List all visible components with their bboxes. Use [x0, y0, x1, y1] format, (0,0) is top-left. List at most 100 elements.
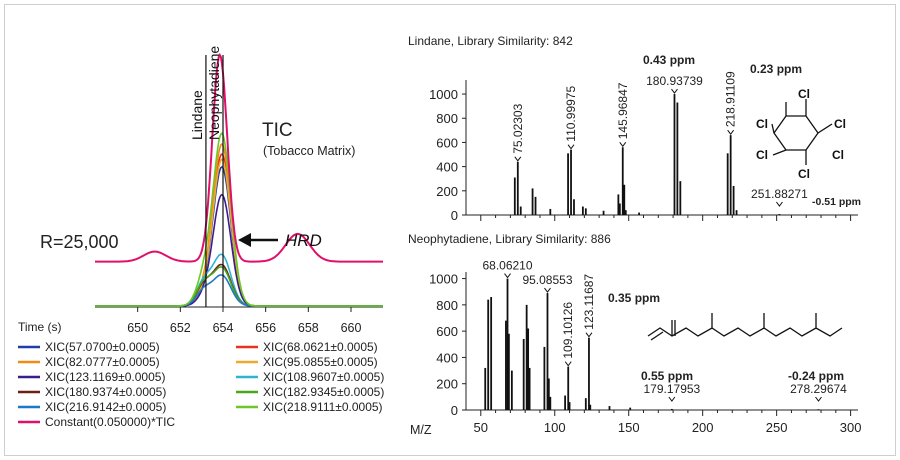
neo-ytick-label-600: 600 — [436, 324, 458, 339]
neophytadiene-ppm-278: -0.24 ppm — [788, 369, 844, 383]
neo-annot-caret-2 — [564, 361, 572, 367]
chromatogram-legend: XIC(57.0700±0.0005)XIC(82.0777±0.0005)XI… — [18, 340, 384, 429]
lindane-annot-caret-1 — [567, 144, 575, 150]
legend-label-4: XIC(123.1169±0.0005) — [45, 370, 165, 384]
neo-ytick-label-0: 0 — [451, 403, 458, 418]
lindane-ppm-251: -0.51 ppm — [812, 196, 861, 208]
bond-cl-5 — [771, 123, 775, 134]
lindane-structure — [771, 99, 833, 165]
neo-annot-label-2: 109.10126 — [561, 302, 575, 359]
neo-xtick-label-200: 200 — [692, 420, 714, 435]
lindane-ytick-label-400: 400 — [436, 160, 458, 175]
marker-label-1: Neophytadiene — [206, 46, 222, 140]
chromatogram-markers: Lindane Neophytadiene — [189, 46, 224, 307]
neophytadiene-title: Neophytadiene, Library Similarity: 886 — [408, 232, 611, 246]
neophytadiene-ppm-179: 0.55 ppm — [641, 369, 693, 383]
xic-trace-4 — [95, 193, 383, 307]
lindane-ytick-label-800: 800 — [436, 111, 458, 126]
legend-label-5: XIC(108.9607±0.0005) — [263, 370, 384, 384]
lindane-annotations: 75.02303 110.99975 145.96847 180.93739 218.9… — [511, 71, 808, 207]
neophytadiene-x-ticks: 50 100 150 200 250 300 — [474, 410, 862, 435]
neo-xtick-label-150: 150 — [618, 420, 640, 435]
chromatogram-tick-label-654: 654 — [213, 321, 234, 335]
atom-cl-5: Cl — [756, 117, 768, 131]
legend-label-8: XIC(216.9142±0.0005) — [45, 400, 166, 414]
hrd-arrow-head — [238, 233, 251, 247]
bond-cl-4 — [772, 149, 787, 156]
neo-annot-label-3: 123.11687 — [582, 274, 596, 330]
lindane-annot-caret-2 — [619, 141, 627, 148]
lindane-annot-label-4: 218.91109 — [724, 71, 738, 127]
lindane-ytick-label-1000: 1000 — [429, 87, 458, 102]
hrd-arrow: HRD — [238, 231, 322, 250]
neo-ytick-label-800: 800 — [436, 298, 458, 313]
lindane-x-ticks — [480, 215, 852, 221]
lindane-ppm-180: 0.43 ppm — [643, 53, 695, 67]
lindane-ytick-label-200: 200 — [436, 184, 458, 199]
neo-xtick-label-300: 300 — [840, 420, 862, 435]
atom-cl-4: Cl — [756, 148, 768, 162]
legend-label-6: XIC(180.9374±0.0005) — [45, 385, 166, 399]
lindane-annot-label-5: 251.88271 — [751, 187, 808, 201]
lindane-annot-label-0: 75.02303 — [511, 103, 525, 153]
chromatogram-ticks: 650 652 654 656 658 660 — [127, 307, 361, 335]
neo-annot-label-0: 68.06210 — [482, 259, 532, 273]
lindane-title: Lindane, Library Similarity: 842 — [408, 34, 573, 48]
lindane-ytick-label-600: 600 — [436, 135, 458, 150]
neophytadiene-spectrum-panel: Neophytadiene, Library Similarity: 886 0… — [408, 232, 861, 437]
legend-label-1: XIC(68.0621±0.0005) — [263, 340, 378, 354]
marker-label-0: Lindane — [189, 90, 205, 140]
tic-trace — [95, 52, 383, 263]
resolution-label: R=25,000 — [40, 232, 119, 252]
chromatogram-tick-label-660: 660 — [341, 321, 362, 335]
lindane-annot-caret-0 — [514, 156, 522, 162]
atom-cl-2: Cl — [834, 117, 846, 131]
cyclohexane-ring — [773, 115, 819, 151]
neo-xtick-label-50: 50 — [474, 420, 488, 435]
neo-ytick-label-200: 200 — [436, 377, 458, 392]
neophytadiene-structure — [647, 313, 843, 341]
neo-xtick-label-250: 250 — [766, 420, 788, 435]
legend-label-tic: Constant(0.050000)*TIC — [45, 415, 175, 429]
chromatogram-x-label: Time (s) — [18, 320, 62, 334]
neophytadiene-ppm-123: 0.35 ppm — [608, 291, 660, 305]
bond-cl-2 — [817, 123, 833, 134]
lindane-ppm-218: 0.23 ppm — [750, 62, 802, 76]
neophytadiene-peaks — [484, 278, 820, 410]
xic-trace-9 — [95, 132, 383, 307]
atom-cl-6: Cl — [832, 148, 844, 162]
neo-annot-caret-1 — [544, 287, 551, 293]
lindane-annot-caret-4 — [727, 129, 735, 136]
neo-annot-label-5: 278.29674 — [790, 382, 847, 396]
lindane-annot-caret-3 — [671, 88, 678, 94]
neo-ytick-label-1000: 1000 — [429, 272, 458, 287]
legend-label-7: XIC(182.9345±0.0005) — [263, 385, 384, 399]
lindane-y-ticks: 0 200 400 600 800 1000 — [429, 87, 466, 223]
chromatogram-tick-label-650: 650 — [127, 321, 148, 335]
lindane-annot-label-3: 180.93739 — [646, 74, 703, 88]
double-bond-1 — [650, 331, 664, 341]
tic-title: TIC — [262, 120, 293, 141]
tic-subtitle: (Tobacco Matrix) — [263, 144, 355, 158]
neophytadiene-y-ticks: 0 200 400 600 800 1000 — [429, 272, 466, 418]
neo-annot-label-4: 179.17953 — [644, 382, 701, 396]
figure-frame — [4, 4, 896, 456]
neo-annot-caret-0 — [504, 273, 511, 279]
neo-annot-caret-4 — [668, 396, 676, 402]
neophytadiene-x-label: M/Z — [410, 423, 432, 437]
legend-label-0: XIC(57.0700±0.0005) — [45, 340, 160, 354]
neo-annot-label-1: 95.08553 — [522, 273, 572, 287]
lindane-peaks — [513, 94, 781, 215]
lindane-annot-label-2: 145.96847 — [616, 82, 630, 139]
lindane-ytick-label-0: 0 — [451, 208, 458, 223]
legend-label-3: XIC(95.0855±0.0005) — [263, 355, 378, 369]
chromatogram-curves — [95, 52, 383, 307]
legend-label-2: XIC(82.0777±0.0005) — [45, 355, 160, 369]
neo-annot-caret-5 — [815, 396, 822, 402]
hrd-label: HRD — [285, 231, 322, 250]
chromatogram-panel: 650 652 654 656 658 660 Time (s) Lindane Neoph… — [18, 46, 384, 429]
chromatogram-tick-label-658: 658 — [298, 321, 319, 335]
neo-annot-caret-3 — [585, 332, 593, 338]
atom-cl-3: Cl — [798, 167, 810, 181]
